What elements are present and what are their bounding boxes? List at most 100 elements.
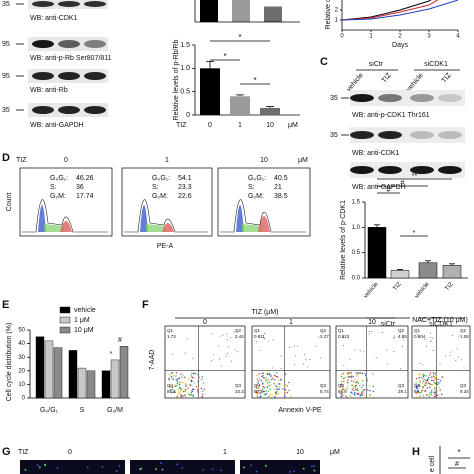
quadrant-value: 0.904: [414, 334, 426, 339]
quadrant-value: 2.44: [235, 334, 244, 339]
event-dot: [359, 350, 361, 352]
x-tick-label: TIZ: [392, 281, 403, 292]
y-tick-label: 50: [18, 328, 25, 334]
event-dot: [267, 382, 269, 384]
sig-mark: **: [412, 173, 418, 180]
event-dot: [277, 392, 280, 395]
event-dot: [194, 372, 197, 375]
event-dot: [192, 388, 194, 391]
event-dot: [419, 384, 421, 387]
event-dot: [178, 384, 181, 386]
event-dot: [357, 389, 360, 392]
event-dot: [201, 396, 203, 398]
event-dot: [288, 389, 290, 392]
unit: μM: [298, 157, 308, 164]
event-dot: [341, 393, 343, 395]
cell-spot: [293, 470, 295, 473]
g2-peak: [162, 223, 174, 232]
event-dot: [425, 394, 428, 396]
event-dot: [350, 380, 353, 382]
event-dot: [347, 381, 349, 384]
event-dot: [255, 394, 258, 396]
event-dot: [172, 372, 174, 374]
quadrant-name: Q2: [398, 328, 405, 333]
event-dot: [188, 393, 190, 395]
event-dot: [436, 382, 438, 384]
mw-marker: 35: [2, 107, 10, 114]
event-dot: [422, 389, 424, 391]
event-dot: [430, 390, 433, 392]
bar: [230, 96, 250, 115]
event-dot: [422, 395, 425, 397]
y-tick-label: 1: [335, 18, 339, 24]
blot-band: [438, 131, 462, 139]
cell-spot: [250, 464, 252, 466]
event-dot: [286, 391, 289, 394]
event-dot: [197, 387, 200, 389]
event-dot: [354, 392, 356, 394]
event-dot: [320, 357, 322, 359]
y-axis-label: e cell: [429, 455, 436, 472]
stat-label: S:: [50, 184, 57, 191]
cell-spot: [139, 468, 141, 471]
event-dot: [259, 392, 262, 394]
stat-label: G₂M:: [50, 193, 66, 200]
cell-spot: [201, 469, 204, 471]
y-tick-label: 0.0: [352, 276, 361, 282]
cell-spot: [302, 467, 305, 470]
dose-label: 0: [64, 157, 68, 164]
event-dot: [177, 379, 179, 381]
event-dot: [355, 372, 358, 374]
quadrant-value: 1.08: [460, 334, 469, 339]
event-dot: [175, 372, 178, 374]
event-dot: [357, 381, 359, 383]
plot-title: NAC+TIZ (10 μM): [412, 317, 468, 324]
event-dot: [424, 390, 426, 393]
event-dot: [269, 393, 272, 396]
y-tick-label: 40: [18, 341, 25, 347]
event-dot: [197, 373, 199, 376]
event-dot: [181, 389, 183, 391]
event-dot: [422, 372, 425, 375]
sig-mark: *: [253, 76, 256, 85]
event-dot: [441, 376, 444, 378]
event-dot: [340, 375, 343, 378]
event-dot: [280, 368, 282, 370]
event-dot: [189, 393, 192, 396]
blot-label: WB: anti-p-CDK1 Thr161: [352, 112, 430, 119]
event-dot: [172, 391, 174, 393]
mw-marker: 35: [2, 1, 10, 8]
blot-band: [84, 1, 106, 7]
event-dot: [357, 372, 359, 375]
event-dot: [341, 390, 343, 393]
y-tick-label: 1.5: [180, 42, 190, 49]
quadrant-value: 3.27: [320, 334, 329, 339]
event-dot: [171, 377, 173, 379]
x-tick-label: 1: [238, 122, 242, 129]
event-dot: [430, 393, 432, 396]
bar: [68, 350, 78, 399]
event-dot: [271, 377, 274, 380]
event-dot: [260, 380, 262, 382]
y-tick-label: 1.5: [352, 200, 361, 206]
stat-value: 17.74: [76, 193, 94, 200]
event-dot: [369, 389, 371, 392]
event-dot: [425, 345, 427, 347]
y-tick-label: 0.5: [180, 89, 190, 96]
event-dot: [182, 381, 184, 384]
event-dot: [284, 388, 287, 391]
event-dot: [382, 332, 384, 334]
y-tick-label: 30: [18, 355, 25, 361]
sig-mark: *: [238, 33, 241, 42]
event-dot: [179, 392, 181, 394]
event-dot: [182, 374, 185, 377]
sig-mark: #: [387, 187, 391, 194]
event-dot: [277, 379, 279, 381]
event-dot: [180, 394, 182, 396]
event-dot: [266, 373, 269, 375]
dose-label: 1: [165, 157, 169, 164]
event-dot: [294, 364, 296, 366]
event-dot: [365, 374, 367, 377]
event-dot: [264, 394, 267, 396]
event-dot: [257, 386, 260, 389]
